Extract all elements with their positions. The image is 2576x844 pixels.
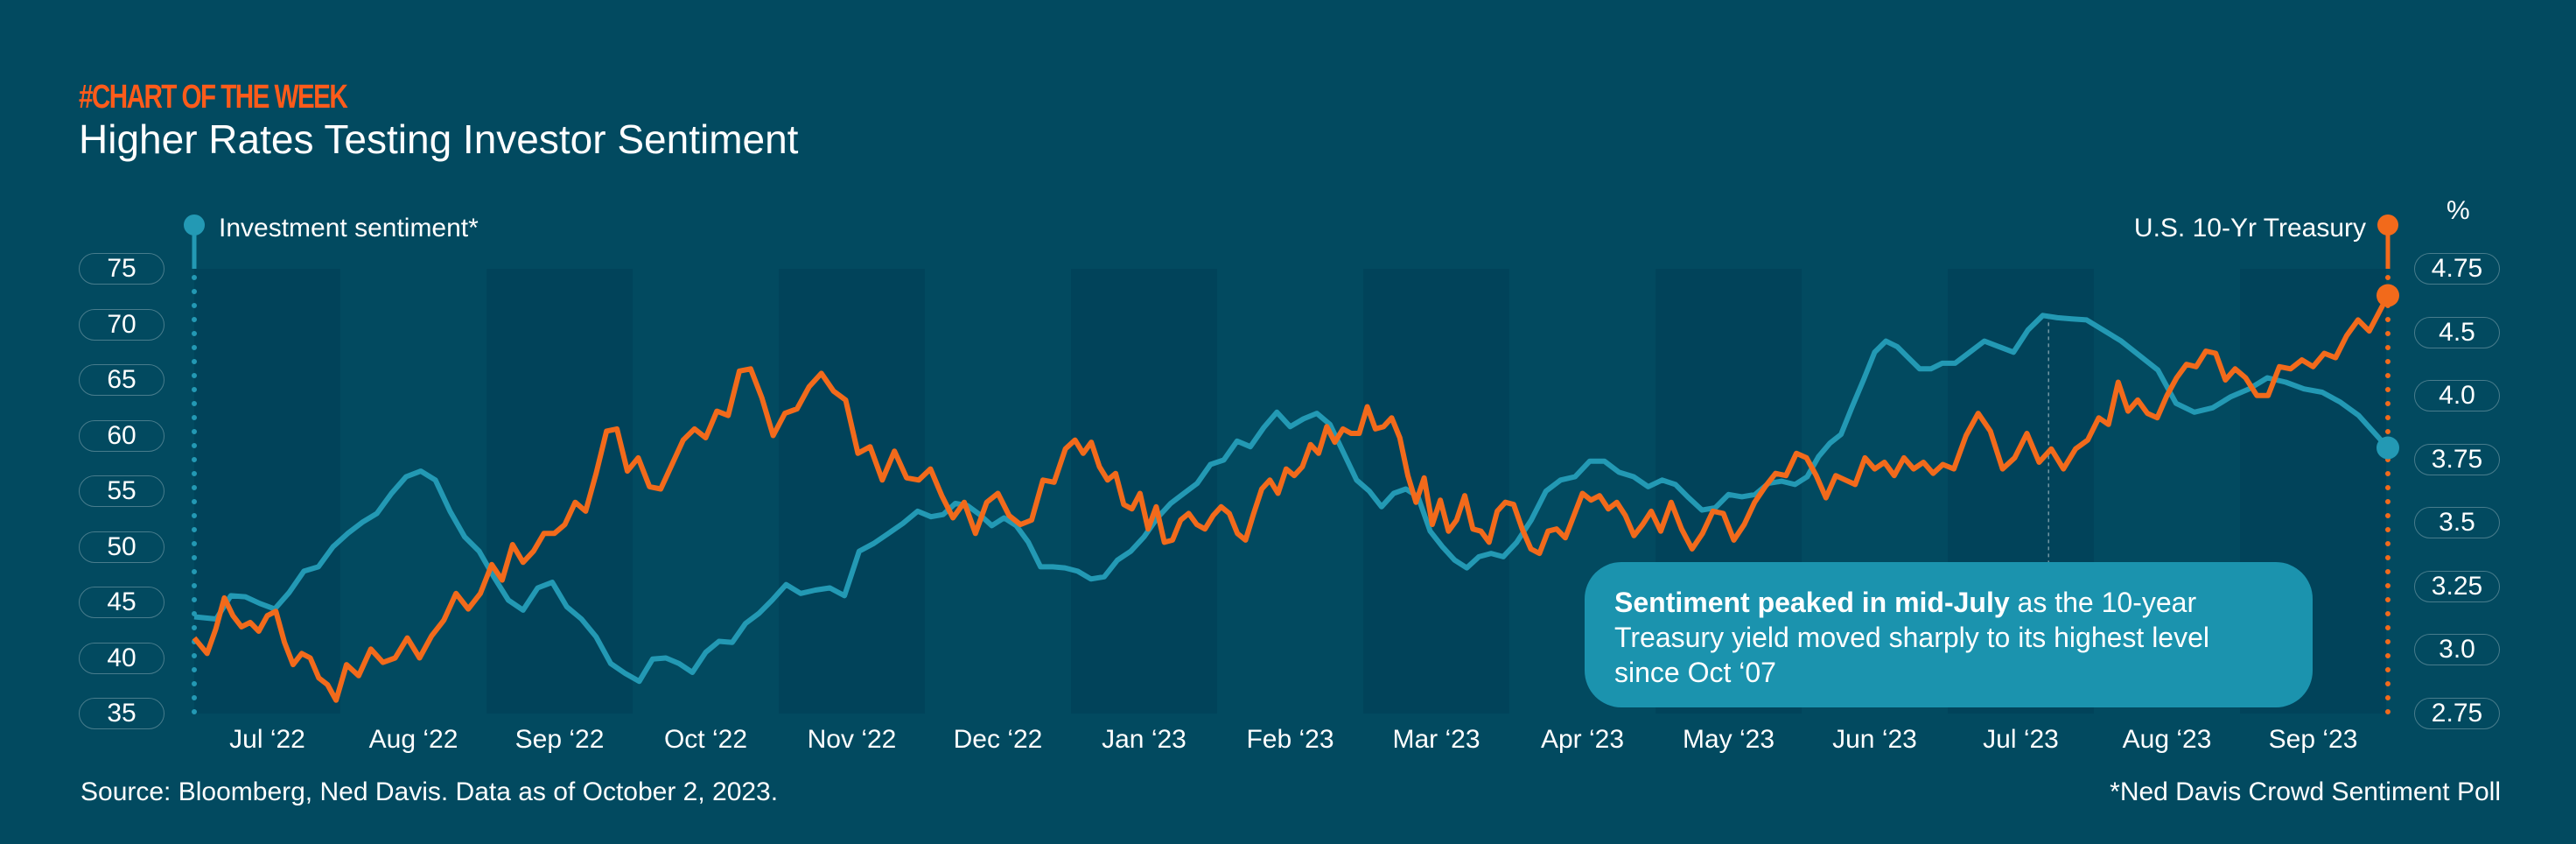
annotation-callout: Sentiment peaked in mid-July as the 10-y… [1585, 562, 2313, 707]
month-band [1071, 269, 1217, 714]
x-tick-label: Sep ‘23 [2268, 725, 2358, 754]
treasury-end-dot [2376, 284, 2399, 307]
y-tick-label: 60 [79, 419, 164, 452]
x-tick-label: Jun ‘23 [1832, 725, 1917, 754]
sentiment-pin-icon [184, 215, 205, 236]
y-tick-label: 35 [79, 698, 164, 729]
chart-kicker: #CHART OF THE WEEK [79, 79, 348, 116]
y-tick-label: 3.5 [2414, 507, 2500, 539]
y-tick-label: 50 [79, 531, 164, 563]
y-tick-label: 75 [79, 253, 164, 285]
x-tick-label: Aug ‘23 [2122, 725, 2212, 754]
legend-treasury: U.S. 10-Yr Treasury [2133, 214, 2366, 243]
x-tick-label: Jul ‘22 [229, 725, 305, 754]
source-note: Source: Bloomberg, Ned Davis. Data as of… [80, 777, 779, 806]
y-tick-label: 3.25 [2414, 570, 2500, 602]
treasury-line [192, 294, 2390, 703]
y-tick-label: 45 [79, 587, 164, 618]
chart-title: Higher Rates Testing Investor Sentiment [79, 116, 799, 162]
legend-sentiment: Investment sentiment* [219, 214, 479, 243]
y-tick-label: 3.75 [2414, 443, 2500, 475]
y-tick-label: 4.5 [2414, 316, 2500, 348]
right-axis-unit: % [2446, 196, 2470, 225]
x-tick-label: Nov ‘22 [807, 725, 897, 754]
x-tick-label: Dec ‘22 [953, 725, 1043, 754]
annotation-text: Sentiment peaked in mid-July as the 10-y… [1614, 585, 2262, 690]
x-tick-label: Aug ‘22 [368, 725, 458, 754]
x-tick-label: Jan ‘23 [1102, 725, 1186, 754]
y-tick-label: 70 [79, 308, 164, 341]
month-band [1363, 269, 1509, 714]
x-tick-label: May ‘23 [1682, 725, 1775, 754]
y-tick-label: 2.75 [2414, 698, 2500, 729]
x-tick-label: Apr ‘23 [1540, 725, 1625, 754]
x-tick-label: Jul ‘23 [1983, 725, 2059, 754]
annotation-body: as the 10-year Treasury yield moved shar… [1614, 587, 2209, 688]
y-tick-label: 40 [79, 642, 164, 674]
y-tick-label: 55 [79, 475, 164, 507]
sentiment-end-dot [2376, 436, 2399, 460]
x-tick-label: Sep ‘22 [514, 725, 605, 754]
y-tick-label: 4.75 [2414, 253, 2500, 285]
y-tick-label: 3.0 [2414, 634, 2500, 666]
footnote: *Ned Davis Crowd Sentiment Poll [2110, 777, 2501, 806]
month-band [779, 269, 925, 714]
x-tick-label: Mar ‘23 [1392, 725, 1480, 754]
sentiment-line [193, 313, 2390, 685]
month-band [194, 269, 340, 714]
y-tick-label: 4.0 [2414, 380, 2500, 412]
treasury-pin-icon [2377, 215, 2398, 236]
annotation-bold: Sentiment peaked in mid-July [1614, 587, 2010, 618]
y-tick-label: 65 [79, 364, 164, 396]
x-tick-label: Oct ‘22 [663, 725, 748, 754]
month-band [486, 269, 633, 714]
x-tick-label: Feb ‘23 [1246, 725, 1334, 754]
